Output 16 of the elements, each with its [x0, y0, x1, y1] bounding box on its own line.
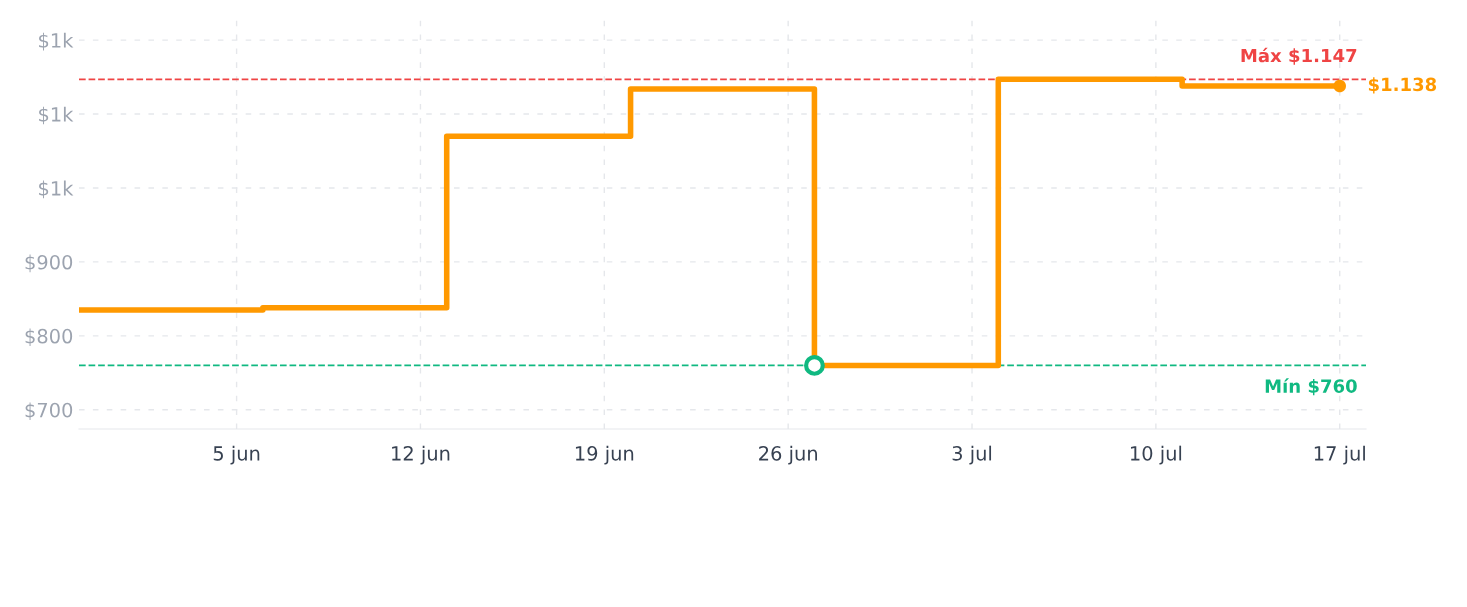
y-tick-label: $700 [25, 402, 73, 421]
ref-line-label: Máx $1.147 [1241, 47, 1357, 65]
ref-line-label: Mín $760 [1265, 378, 1357, 396]
x-tick-label: 19 jun [575, 445, 634, 465]
x-tick-label: 5 jun [213, 445, 260, 465]
x-tick-label: 12 jun [392, 445, 450, 465]
y-tick-label: $1k [39, 32, 74, 51]
y-tick-label: $900 [25, 254, 73, 273]
x-tick-label: 10 jul [1130, 445, 1182, 465]
x-tick-label: 26 jun [759, 445, 817, 465]
y-tick-label: $800 [25, 328, 73, 347]
x-tick-label: 3 jul [952, 445, 992, 465]
annotation: $1.138 [1368, 77, 1437, 94]
y-tick-label: $1k [39, 180, 74, 199]
x-tick-label: 17 jul [1314, 445, 1365, 465]
y-tick-label: $1k [39, 106, 74, 125]
